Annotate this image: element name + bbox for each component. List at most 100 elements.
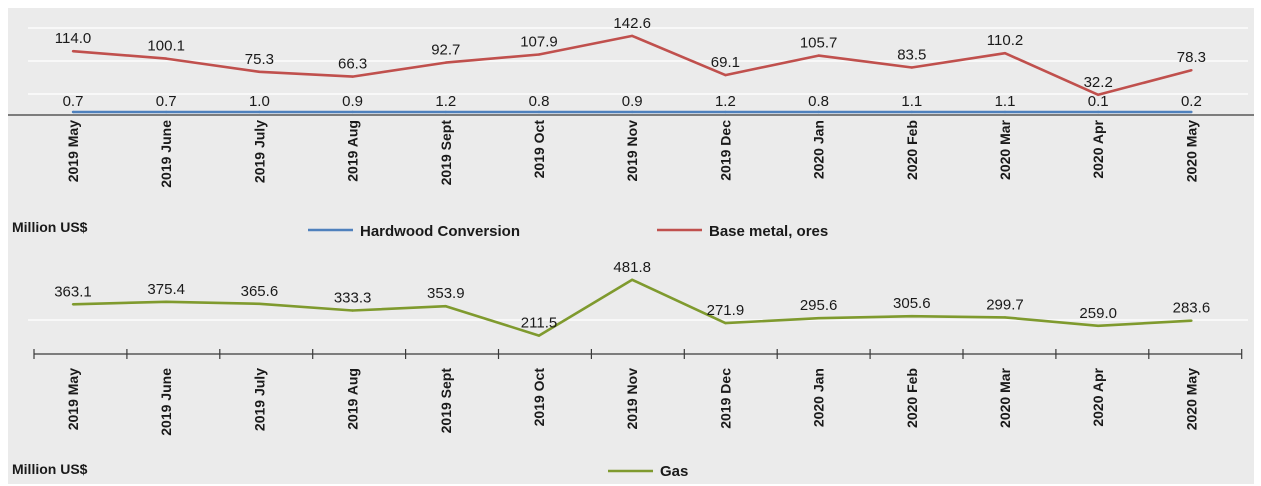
data-label-hardwood-conversion: 0.8: [529, 93, 550, 110]
data-label-gas: 259.0: [1079, 305, 1117, 322]
panel2-x-tick-label: 2020 Jan: [811, 368, 827, 427]
point-gas: [817, 317, 820, 320]
panel2-x-tick-label: 2019 July: [251, 368, 267, 431]
panel2-x-tick-label: 2019 May: [65, 368, 81, 430]
point-hardwood-conversion: [537, 110, 541, 114]
data-label-hardwood-conversion: 1.2: [715, 93, 736, 110]
panel1-x-tick-label: 2019 Dec: [717, 120, 733, 181]
data-label-gas: 305.6: [893, 295, 931, 312]
point-hardwood-conversion: [1097, 110, 1100, 114]
panel1-x-tick-label: 2019 Nov: [624, 120, 640, 182]
point-hardwood-conversion: [444, 110, 447, 114]
panel2-unit-label: Million US$: [12, 461, 88, 477]
point-hardwood-conversion: [71, 110, 75, 114]
point-base-metal-ores: [71, 50, 75, 53]
panel1-x-tick-label: 2019 Sept: [438, 120, 454, 186]
data-label-hardwood-conversion: 0.8: [808, 93, 829, 110]
point-hardwood-conversion: [1190, 110, 1193, 114]
legend-label-gas: Gas: [660, 463, 688, 480]
data-label-hardwood-conversion: 0.7: [156, 93, 177, 110]
data-label-base-metal-ores: 114.0: [55, 30, 91, 47]
data-label-hardwood-conversion: 0.1: [1088, 93, 1109, 110]
point-hardwood-conversion: [817, 110, 820, 114]
point-gas: [724, 321, 727, 325]
point-base-metal-ores: [537, 53, 541, 56]
data-label-gas: 283.6: [1173, 300, 1211, 317]
panel1-value-labels: 0.7 0.7 1.0 0.9 1.2 0.8 0.9 1.2 0.8 1.1 1.1 0.1 0.2 1…: [55, 15, 1206, 110]
panel2-x-tick-label: 2019 Nov: [624, 368, 640, 430]
panel2-x-tick-label: 2019 Oct: [531, 368, 547, 427]
data-label-gas: 295.6: [800, 297, 838, 314]
chart-figure: 0.7 0.7 1.0 0.9 1.2 0.8 0.9 1.2 0.8 1.1 1.1 0.1 0.2 1…: [8, 8, 1254, 484]
panel1-series: [71, 34, 1193, 114]
panel1-x-tick-label: 2019 Aug: [345, 120, 361, 182]
legend-label-hardwood: Hardwood Conversion: [360, 223, 520, 240]
data-label-base-metal-ores: 78.3: [1177, 49, 1206, 66]
data-label-base-metal-ores: 100.1: [147, 38, 185, 55]
data-label-hardwood-conversion: 0.9: [342, 93, 363, 110]
panel2-tick-labels: 2019 May 2019 June 2019 July 2019 Aug 2019 S…: [65, 367, 1199, 435]
data-label-hardwood-conversion: 1.2: [435, 93, 456, 110]
panel1-x-tick-label: 2020 Feb: [904, 120, 920, 180]
charts-svg: 0.7 0.7 1.0 0.9 1.2 0.8 0.9 1.2 0.8 1.1 1.1 0.1 0.2 1…: [8, 15, 1254, 480]
data-label-gas: 333.3: [334, 290, 372, 307]
data-label-hardwood-conversion: 0.2: [1181, 93, 1202, 110]
panel1-x-tick-label: 2019 July: [251, 120, 267, 183]
panel2-axis-ticks: [33, 349, 1243, 359]
point-base-metal-ores: [724, 73, 727, 77]
data-label-hardwood-conversion: 0.9: [622, 93, 643, 110]
data-label-hardwood-conversion: 1.1: [901, 93, 922, 110]
panel1-x-tick-label: 2019 June: [158, 120, 174, 188]
data-label-gas: 363.1: [54, 283, 92, 300]
legend-label-base-metal: Base metal, ores: [709, 223, 828, 240]
panel2-x-tick-label: 2019 Aug: [345, 368, 361, 430]
data-label-hardwood-conversion: 1.0: [249, 93, 270, 110]
point-base-metal-ores: [1003, 52, 1007, 55]
data-label-hardwood-conversion: 1.1: [995, 93, 1016, 110]
point-hardwood-conversion: [165, 110, 168, 114]
point-gas: [71, 303, 75, 306]
point-hardwood-conversion: [351, 110, 354, 114]
point-base-metal-ores: [910, 66, 913, 69]
panel2-x-tick-label: 2019 Dec: [717, 368, 733, 429]
data-label-gas: 375.4: [147, 281, 185, 298]
point-gas: [1097, 324, 1100, 327]
data-label-base-metal-ores: 105.7: [800, 35, 838, 52]
panel2-x-tick-label: 2019 June: [158, 368, 174, 436]
panel2-x-tick-label: 2019 Sept: [438, 368, 454, 434]
point-gas: [444, 305, 447, 308]
data-label-gas: 353.9: [427, 285, 465, 302]
panel2-x-tick-label: 2020 Mar: [997, 367, 1013, 427]
panel2-series: [71, 278, 1193, 337]
point-gas: [351, 309, 354, 312]
data-label-base-metal-ores: 66.3: [338, 56, 367, 73]
data-label-gas: 211.5: [521, 315, 557, 332]
point-base-metal-ores: [165, 57, 168, 60]
data-label-gas: 481.8: [613, 259, 651, 276]
data-label-base-metal-ores: 110.2: [987, 32, 1023, 49]
point-base-metal-ores: [1097, 93, 1100, 97]
point-base-metal-ores: [1190, 69, 1193, 72]
point-base-metal-ores: [444, 61, 447, 64]
data-label-base-metal-ores: 83.5: [897, 47, 926, 64]
point-hardwood-conversion: [631, 110, 634, 114]
point-base-metal-ores: [351, 75, 354, 78]
panel1-gridlines: [28, 27, 1248, 95]
data-label-base-metal-ores: 92.7: [431, 42, 460, 59]
point-gas: [165, 300, 168, 303]
point-gas: [1190, 319, 1193, 322]
data-label-hardwood-conversion: 0.7: [63, 93, 84, 110]
data-label-base-metal-ores: 107.9: [520, 34, 558, 51]
point-hardwood-conversion: [724, 110, 727, 114]
data-label-gas: 299.7: [986, 296, 1024, 313]
point-gas: [910, 315, 913, 318]
point-gas: [537, 334, 541, 337]
series-line-base-metal-ores: [72, 34, 1192, 97]
point-gas: [631, 278, 634, 281]
data-label-gas: 271.9: [707, 302, 745, 319]
panel1-x-tick-label: 2020 May: [1183, 120, 1199, 182]
data-label-base-metal-ores: 32.2: [1084, 74, 1113, 91]
panel2-x-tick-label: 2020 May: [1183, 368, 1199, 430]
panel1-x-tick-label: 2019 May: [65, 120, 81, 182]
panel2-x-tick-label: 2020 Apr: [1090, 367, 1106, 426]
